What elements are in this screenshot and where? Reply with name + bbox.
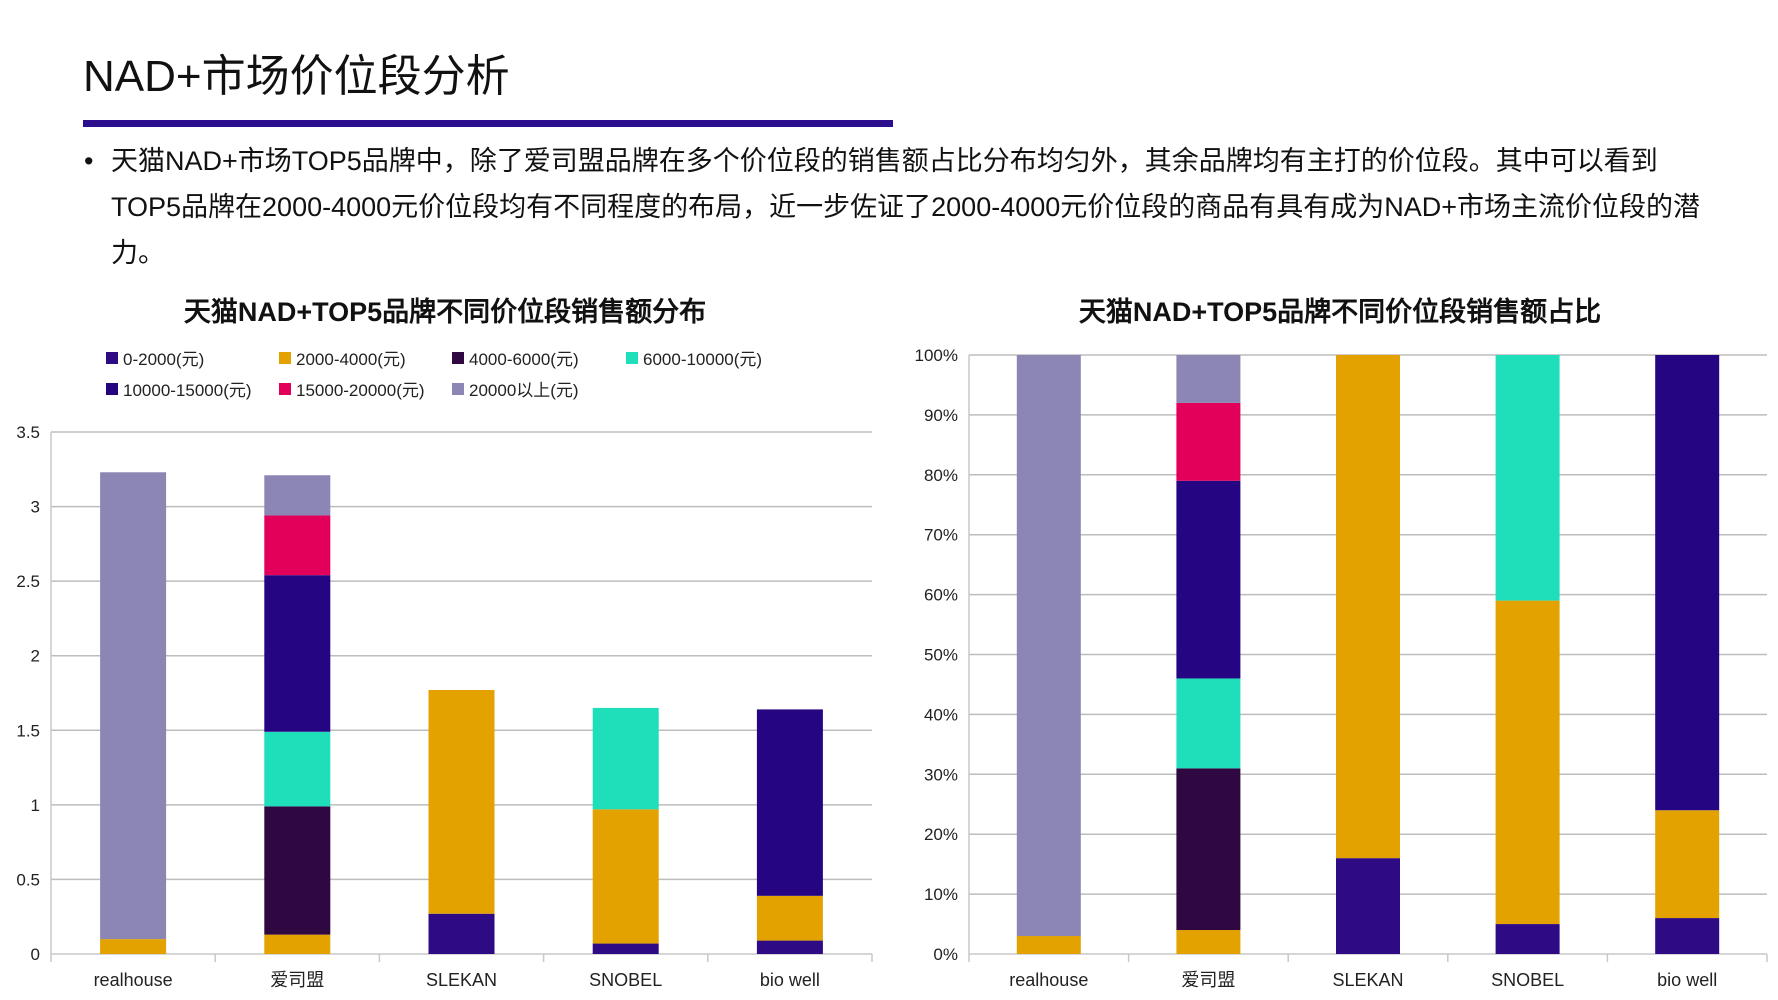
right-y-tick-label: 50% xyxy=(924,646,958,665)
left-y-tick-label: 0.5 xyxy=(16,870,40,889)
left-bar-segment xyxy=(756,940,823,954)
left-bar-segment xyxy=(100,472,167,940)
legend-swatch xyxy=(626,352,638,364)
left-bar-segment xyxy=(428,690,495,914)
legend-label: 15000-20000(元) xyxy=(296,381,425,400)
left-y-tick-label: 3.5 xyxy=(16,423,40,442)
right-bar-segment xyxy=(1495,924,1560,954)
right-bar-segment xyxy=(1176,402,1241,481)
right-bar-segment xyxy=(1016,936,1081,954)
right-bar-segment xyxy=(1176,480,1241,679)
legend-label: 10000-15000(元) xyxy=(123,381,252,400)
right-bar-segment xyxy=(1655,810,1720,919)
legend-swatch xyxy=(106,352,118,364)
right-bar-segment xyxy=(1336,355,1400,859)
right-y-tick-label: 10% xyxy=(924,885,958,904)
legend-label: 2000-4000(元) xyxy=(296,350,406,369)
right-x-tick-label: bio well xyxy=(1657,970,1717,990)
bullet-dot-icon: • xyxy=(84,146,94,176)
right-y-tick-label: 100% xyxy=(915,346,958,365)
left-bar-segment xyxy=(592,943,659,954)
legend-label: 6000-10000(元) xyxy=(643,350,762,369)
right-y-tick-label: 40% xyxy=(924,705,958,724)
right-bar-segment xyxy=(1336,858,1400,954)
left-x-tick-label: SLEKAN xyxy=(426,970,497,990)
right-y-tick-label: 80% xyxy=(924,466,958,485)
legend-label: 20000以上(元) xyxy=(469,381,579,400)
right-bar-segment xyxy=(1176,678,1241,769)
left-bar-segment xyxy=(264,806,331,935)
right-bar-segment xyxy=(1495,355,1560,601)
left-bar-segment xyxy=(592,809,659,944)
left-y-tick-label: 1 xyxy=(31,796,40,815)
left-y-tick-label: 2.5 xyxy=(16,572,40,591)
right-bar-segment xyxy=(1495,600,1560,925)
page-title: NAD+市场价位段分析 xyxy=(83,52,510,101)
right-y-tick-label: 70% xyxy=(924,526,958,545)
right-bar-segment xyxy=(1655,918,1720,954)
legend-label: 4000-6000(元) xyxy=(469,350,579,369)
right-chart-title: 天猫NAD+TOP5品牌不同价位段销售额占比 xyxy=(1078,297,1602,327)
summary-text: 天猫NAD+市场TOP5品牌中，除了爱司盟品牌在多个价位段的销售额占比分布均匀外… xyxy=(111,146,1701,268)
left-bar-segment xyxy=(428,913,495,954)
right-x-tick-label: 爱司盟 xyxy=(1181,970,1235,990)
left-bar-segment xyxy=(756,709,823,896)
right-y-tick-label: 60% xyxy=(924,586,958,605)
legend-label: 0-2000(元) xyxy=(123,350,204,369)
legend-swatch xyxy=(452,352,464,364)
right-y-tick-label: 0% xyxy=(933,945,958,964)
right-bar-segment xyxy=(1655,355,1720,811)
left-x-tick-label: bio well xyxy=(760,970,820,990)
left-y-tick-label: 0 xyxy=(31,945,40,964)
right-x-tick-label: SLEKAN xyxy=(1332,970,1403,990)
left-bar-segment xyxy=(264,731,331,807)
left-chart-title: 天猫NAD+TOP5品牌不同价位段销售额分布 xyxy=(183,297,707,327)
left-bar-segment xyxy=(756,895,823,941)
title-underline xyxy=(83,120,893,127)
legend-swatch xyxy=(279,383,291,395)
right-x-tick-label: realhouse xyxy=(1009,970,1088,990)
left-x-tick-label: SNOBEL xyxy=(589,970,662,990)
left-y-tick-label: 1.5 xyxy=(16,721,40,740)
left-x-tick-label: realhouse xyxy=(94,970,173,990)
left-bar-segment xyxy=(592,707,659,810)
left-y-tick-label: 2 xyxy=(31,647,40,666)
right-x-tick-label: SNOBEL xyxy=(1491,970,1564,990)
left-bar-segment xyxy=(264,934,331,954)
right-y-tick-label: 90% xyxy=(924,406,958,425)
left-x-tick-label: 爱司盟 xyxy=(270,970,324,990)
legend-swatch xyxy=(279,352,291,364)
left-bar-segment xyxy=(100,939,167,954)
left-bar-segment xyxy=(264,575,331,732)
right-bar-segment xyxy=(1016,355,1081,937)
left-bar-segment xyxy=(264,515,331,576)
right-y-tick-label: 30% xyxy=(924,765,958,784)
left-y-tick-label: 3 xyxy=(31,498,40,517)
legend-swatch xyxy=(106,383,118,395)
right-bar-segment xyxy=(1176,930,1241,954)
right-y-tick-label: 20% xyxy=(924,825,958,844)
left-bar-segment xyxy=(264,475,331,516)
legend-swatch xyxy=(452,383,464,395)
right-bar-segment xyxy=(1176,355,1241,403)
right-bar-segment xyxy=(1176,768,1241,931)
